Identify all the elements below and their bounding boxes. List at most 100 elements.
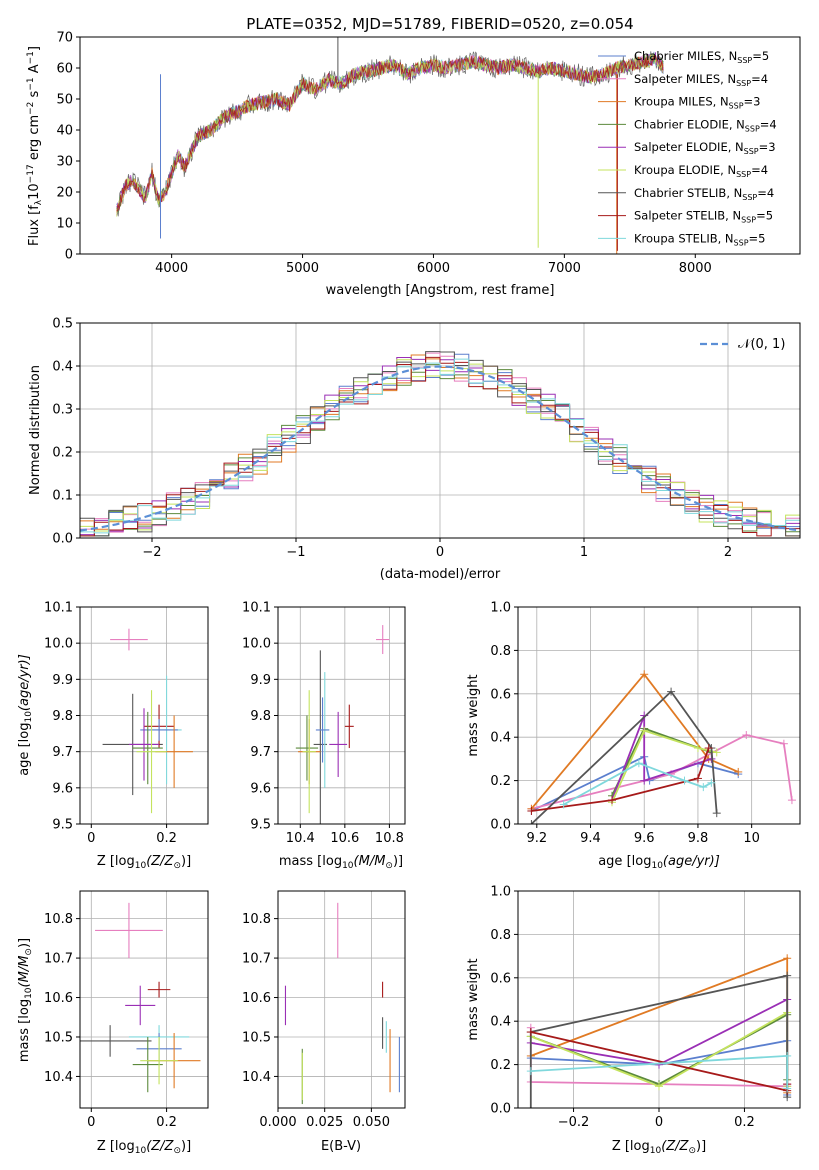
y-axis-label: Normed distribution — [28, 365, 43, 495]
y-tick-label: 0.8 — [490, 644, 511, 659]
y-axis-label: mass weight — [466, 674, 481, 756]
y-tick-label: 10.6 — [44, 991, 73, 1006]
normal-curve — [80, 365, 800, 532]
legend-entry: Salpeter ELODIE, NSSP=3 — [634, 140, 776, 156]
y-tick-label: 10.5 — [242, 1030, 271, 1045]
legend-text: Kroupa MILES, N — [634, 95, 729, 109]
x-tick-label: 9.4 — [580, 831, 601, 846]
y-tick-label: 0.6 — [490, 971, 511, 986]
y-tick-label: 70 — [56, 31, 73, 46]
label-part: age [log — [598, 854, 651, 869]
legend-text: =3 — [759, 140, 776, 154]
histogram-series — [80, 352, 800, 533]
label-part: (M/M — [354, 854, 386, 869]
x-tick-label: 0 — [655, 1115, 663, 1130]
x-tick-label: 0 — [87, 831, 95, 846]
x-tick-label: 0.025 — [306, 1115, 343, 1130]
legend-sub: SSP — [744, 147, 759, 156]
label-part: mass [log — [17, 999, 32, 1062]
y-tick-label: 9.9 — [52, 673, 73, 688]
label-part: )] — [181, 1139, 191, 1154]
spectrum-line — [116, 54, 664, 213]
legend-sub: SSP — [736, 170, 751, 179]
x-axis-label: E(B-V) — [321, 1139, 361, 1154]
x-tick-label: 0.2 — [734, 1115, 755, 1130]
label-part: (age/yr)] — [17, 654, 32, 711]
legend-sub: SSP — [742, 193, 757, 202]
y-tick-label: 10 — [56, 217, 73, 232]
label-part: 10 — [24, 711, 34, 723]
label-part: mass [log — [279, 854, 342, 869]
legend-entry: Kroupa STELIB, NSSP=5 — [634, 231, 765, 247]
legend-sub: SSP — [734, 238, 749, 247]
label-part: 10 — [135, 1146, 147, 1156]
y-axis-label: mass weight — [466, 958, 481, 1040]
label-part: ] — [27, 46, 42, 51]
y-tick-label: 0.6 — [490, 687, 511, 702]
y-axis-label: age [log10(age/yr)] — [17, 654, 34, 776]
x-axis-label: Z [log10(Z/Z⊙)] — [612, 1139, 706, 1156]
axes-frame — [517, 606, 801, 825]
label-part: (M/M — [17, 956, 32, 988]
legend-entry: Chabrier MILES, NSSP=5 — [634, 49, 769, 65]
y-tick-label: 0.2 — [490, 774, 511, 789]
x-axis-label: mass [log10(M/M⊙)] — [279, 854, 403, 871]
weight-series — [611, 729, 717, 803]
y-tick-label: 0.0 — [52, 532, 73, 547]
x-tick-label: 8000 — [679, 261, 712, 276]
plot-area — [526, 954, 792, 1108]
plot-area — [527, 670, 796, 824]
spectrum-line — [116, 52, 664, 217]
x-tick-label: 10 — [743, 831, 760, 846]
label-part: −1 — [26, 51, 36, 64]
y-tick-label: 9.7 — [52, 745, 73, 760]
legend-sub: SSP — [741, 216, 756, 225]
x-axis-label: Z [log10(Z/Z⊙)] — [97, 854, 191, 871]
legend-text: Chabrier MILES, N — [634, 49, 737, 63]
label-part: Flux [f — [27, 205, 42, 246]
figure-title: PLATE=0352, MJD=51789, FIBERID=0520, z=0… — [246, 15, 633, 33]
label-part: ⊙ — [688, 1146, 696, 1156]
legend-entry: Salpeter MILES, NSSP=4 — [634, 72, 768, 88]
plot-area — [80, 902, 201, 1093]
legend-sub: SSP — [729, 102, 744, 111]
panel-mass_vs_ebv: 0.000 0.025 0.050 10.4 10.5 10.6 10.7 10.8 E(B-V… — [242, 890, 406, 1154]
y-tick-label: 10.0 — [242, 637, 271, 652]
y-tick-label: 1.0 — [490, 885, 511, 900]
weight-series — [530, 672, 739, 810]
x-axis-label: Z [log10(Z/Z⊙)] — [97, 1139, 191, 1156]
y-tick-label: 9.8 — [52, 709, 73, 724]
legend-text: =4 — [751, 72, 768, 86]
legend-sub: SSP — [745, 124, 760, 133]
y-tick-label: 9.8 — [250, 709, 271, 724]
label-part: )] — [181, 854, 191, 869]
label-part: erg cm — [27, 115, 42, 164]
y-tick-label: 0.4 — [490, 1015, 511, 1030]
y-tick-label: 0.0 — [490, 818, 511, 833]
label-part: )] — [393, 854, 403, 869]
label-part: ⊙ — [173, 1146, 181, 1156]
axes-frame — [277, 890, 406, 1109]
legend-entry: Kroupa MILES, NSSP=3 — [634, 95, 760, 111]
plot-area — [295, 625, 390, 824]
label-part: ⊙ — [173, 861, 181, 871]
panel-residuals: −2 −1 0 1 2 0.0 0.1 0.2 0.3 0.4 0.5 𝒩(0, 1) (data-mo… — [28, 317, 801, 582]
y-tick-label: 0.4 — [490, 731, 511, 746]
legend-entry: Chabrier ELODIE, NSSP=4 — [634, 117, 777, 133]
panel-age_vs_mass: 10.4 10.6 10.8 9.5 9.6 9.7 9.8 9.9 10.0 10.1 mass … — [242, 601, 406, 871]
x-tick-label: −0.2 — [558, 1115, 590, 1130]
y-tick-label: 0.2 — [52, 446, 73, 461]
x-tick-label: 0.050 — [353, 1115, 390, 1130]
y-tick-label: 10.4 — [242, 1070, 271, 1085]
x-tick-label: 9.8 — [688, 831, 709, 846]
legend-text: =5 — [752, 49, 769, 63]
y-tick-label: 9.7 — [250, 745, 271, 760]
x-tick-label: 1 — [580, 545, 588, 560]
label-part: −17 — [26, 164, 36, 183]
axes-frame — [79, 36, 801, 255]
label-part: ⊙ — [385, 861, 393, 871]
x-tick-label: 9.2 — [526, 831, 547, 846]
legend-text: =5 — [749, 231, 766, 245]
legend-text: =5 — [756, 209, 773, 223]
